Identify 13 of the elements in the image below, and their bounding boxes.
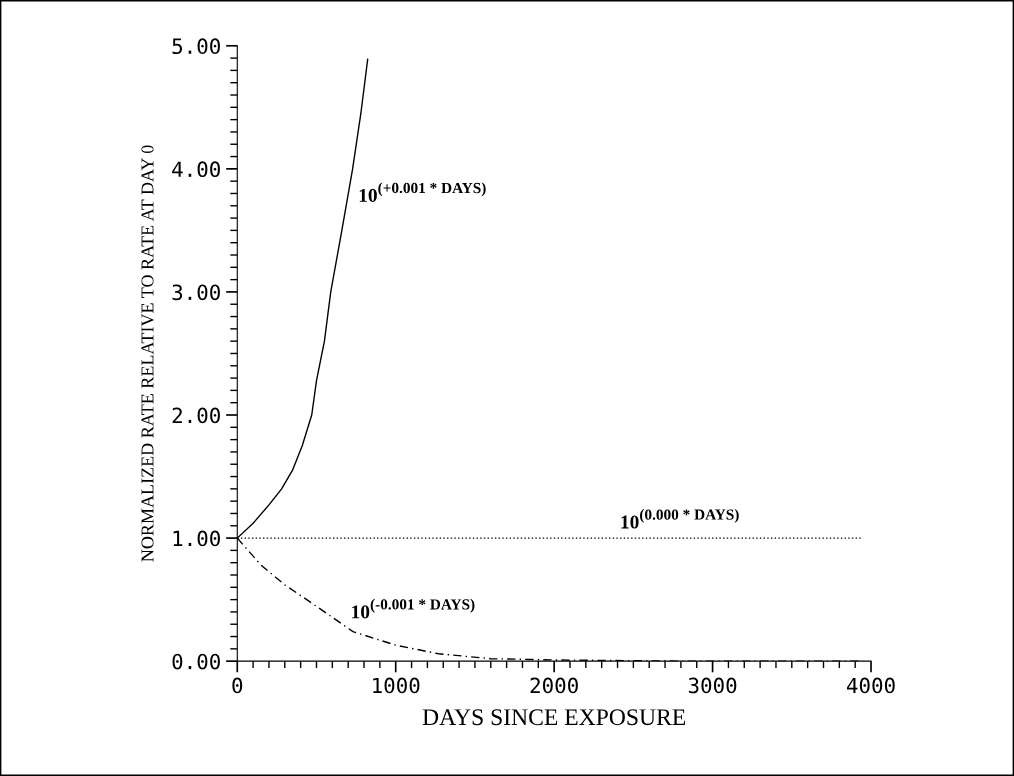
x-tick-label: 4000: [846, 677, 895, 694]
y-tick-label: 4.00: [172, 161, 220, 178]
x-tick-label: 0: [232, 677, 243, 694]
y-tick-label: 5.00: [172, 38, 220, 55]
x-tick-label: 3000: [688, 677, 737, 694]
y-tick-label: 1.00: [173, 530, 220, 547]
x-tick-label: 2000: [530, 677, 578, 694]
y-axis-title: NORMALIZED RATE RELATIVE TO RATE AT DAY 0: [141, 145, 154, 562]
x-axis-title: DAYS SINCE EXPOSURE: [422, 709, 686, 726]
y-tick-label: 3.00: [172, 284, 220, 301]
y-tick-label: 0.00: [172, 653, 220, 670]
x-tick-label: 1000: [373, 677, 420, 694]
y-tick-label: 2.00: [172, 407, 220, 424]
